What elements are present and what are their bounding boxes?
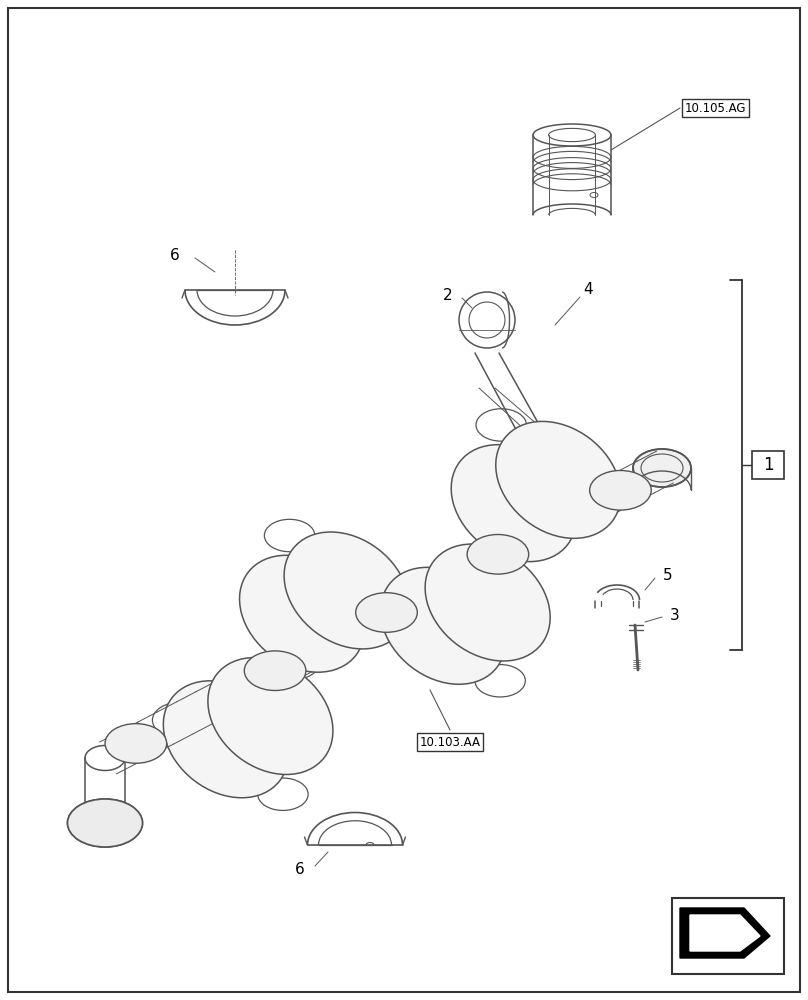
Ellipse shape [633, 449, 691, 487]
Ellipse shape [356, 593, 417, 632]
Ellipse shape [590, 470, 651, 510]
Text: 4: 4 [583, 282, 593, 298]
Ellipse shape [284, 532, 409, 649]
Ellipse shape [425, 544, 550, 661]
Text: 10.105.AG: 10.105.AG [685, 102, 747, 114]
Text: 3: 3 [670, 607, 680, 622]
Text: 6: 6 [170, 247, 180, 262]
Text: 1: 1 [763, 456, 773, 474]
Ellipse shape [496, 421, 621, 538]
Ellipse shape [381, 567, 506, 684]
Ellipse shape [105, 724, 166, 763]
Ellipse shape [68, 799, 142, 847]
Text: 2: 2 [443, 288, 452, 302]
Text: 10.103.AA: 10.103.AA [419, 736, 481, 748]
Ellipse shape [244, 651, 306, 691]
Ellipse shape [208, 658, 333, 774]
Polygon shape [680, 908, 770, 958]
Polygon shape [690, 915, 760, 951]
Bar [672, 898, 784, 974]
Ellipse shape [239, 555, 364, 672]
Text: 5: 5 [663, 568, 673, 582]
Ellipse shape [451, 445, 576, 562]
Ellipse shape [163, 681, 288, 798]
Ellipse shape [467, 534, 528, 574]
Text: 6: 6 [295, 862, 305, 878]
FancyBboxPatch shape [752, 451, 784, 479]
